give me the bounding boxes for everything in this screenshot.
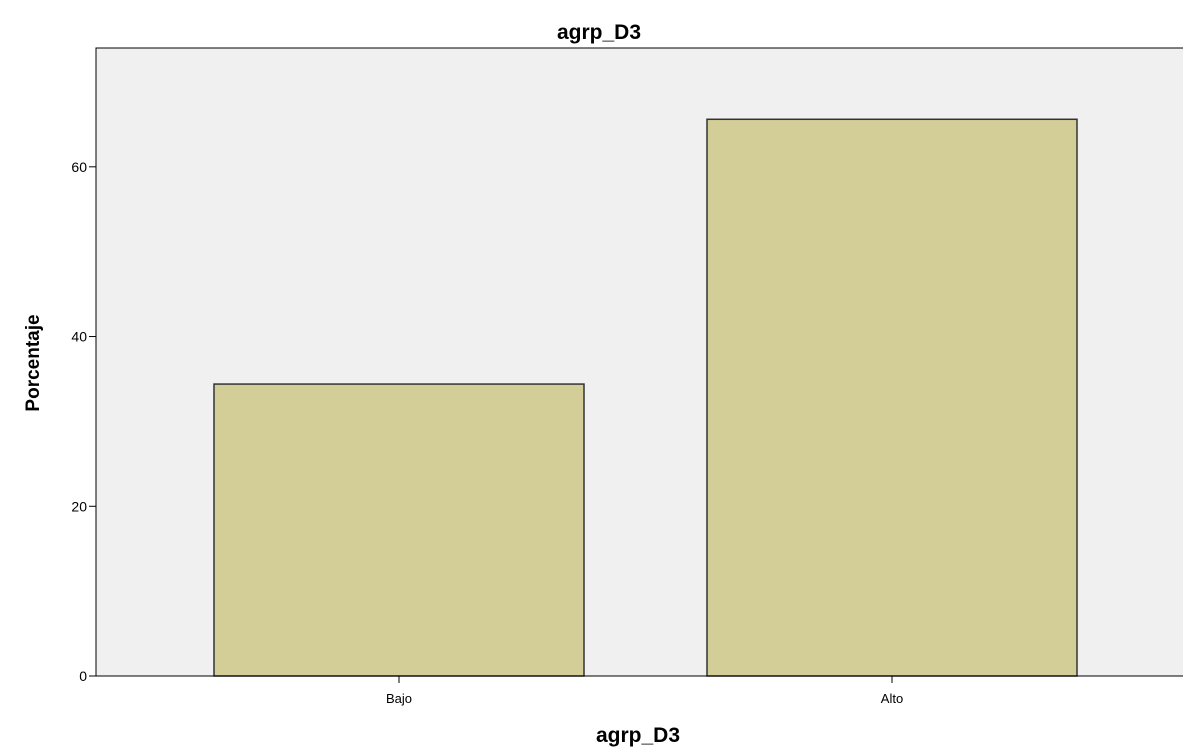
x-tick-label-bajo: Bajo — [386, 691, 412, 706]
y-axis-label: Porcentaje — [23, 314, 44, 411]
ticks-layer: 0 20 40 60 Bajo Alto — [71, 159, 903, 706]
y-tick-label: 40 — [71, 329, 87, 345]
bar-alto — [706, 118, 1078, 677]
axes-layer — [95, 48, 1183, 677]
y-tick-label: 60 — [71, 159, 87, 175]
y-tick-label: 20 — [71, 498, 87, 514]
x-tick-label-alto: Alto — [881, 691, 903, 706]
y-tick-label: 0 — [79, 668, 87, 684]
x-axis-label: agrp_D3 — [596, 724, 680, 747]
bar-bajo — [213, 383, 585, 677]
chart-title: agrp_D3 — [557, 21, 641, 44]
